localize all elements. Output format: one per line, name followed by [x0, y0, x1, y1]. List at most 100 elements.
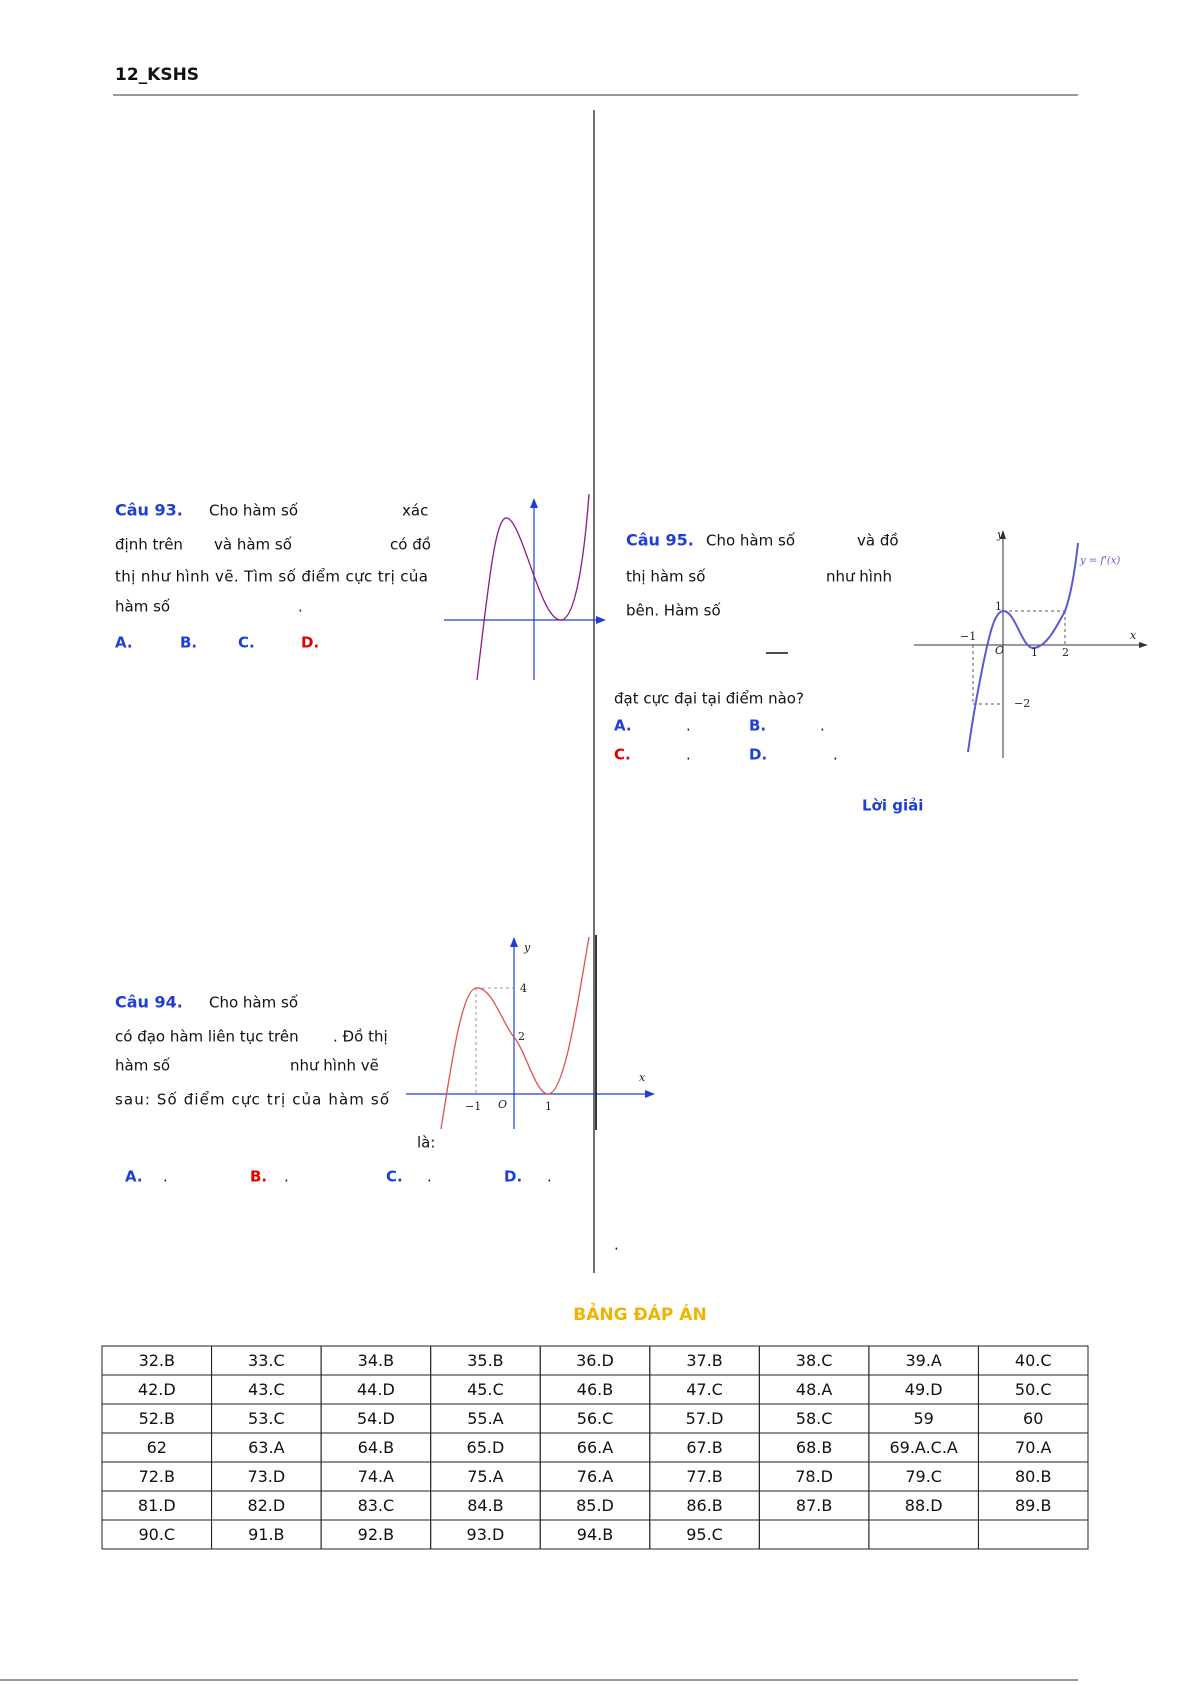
text: . [686, 746, 691, 764]
cell-text: 87.B [796, 1496, 832, 1515]
text: và hàm số [214, 536, 293, 554]
text: như hình [826, 568, 892, 586]
figure-label: 1 [995, 600, 1002, 613]
cell-text: 81.D [138, 1496, 176, 1515]
cell-text: 92.B [358, 1525, 394, 1544]
cell-text: 91.B [248, 1525, 284, 1544]
cell-text: 58.C [796, 1409, 833, 1428]
text: có đạo hàm liên tục trên [115, 1028, 299, 1046]
cell-text: 36.D [576, 1351, 614, 1370]
table-cell [977, 1519, 1089, 1550]
text: . [298, 598, 303, 616]
text: Cho hàm số [209, 502, 299, 520]
figure-label: −2 [1014, 697, 1030, 710]
axis-label: x [1130, 629, 1137, 642]
text: xác [402, 502, 428, 520]
question-label: Câu 93. [115, 501, 183, 520]
cell-text: 70.A [1015, 1438, 1051, 1457]
figure-label: −1 [465, 1100, 481, 1113]
table-cell [868, 1519, 979, 1550]
cell-text: 66.A [577, 1438, 613, 1457]
solution-heading: Lời giải [862, 797, 923, 815]
answers-title: BẢNG ĐÁP ÁN [573, 1302, 706, 1325]
cell-text: 76.A [577, 1467, 613, 1486]
cell-text: 55.A [467, 1409, 503, 1428]
cell-text: 73.D [247, 1467, 285, 1486]
cell-text: 60 [1023, 1409, 1043, 1428]
cell-text: 47.C [686, 1380, 723, 1399]
figure-label: 4 [520, 982, 527, 995]
option: D. [301, 634, 319, 652]
cell-text: 63.A [248, 1438, 284, 1457]
text: . [614, 1236, 619, 1254]
text: Cho hàm số [209, 994, 299, 1012]
text: như hình vẽ [290, 1057, 379, 1075]
text: bên. Hàm số [626, 602, 721, 620]
option: C. [238, 634, 255, 652]
option: D. [504, 1168, 522, 1186]
figure-label: 2 [1062, 646, 1069, 659]
cell-text: 77.B [686, 1467, 722, 1486]
cell-text: 64.B [358, 1438, 394, 1457]
axis-label: y [523, 941, 531, 954]
cell-text: 65.D [467, 1438, 505, 1457]
cell-text: 33.C [248, 1351, 285, 1370]
cell-text: 83.C [358, 1496, 395, 1515]
question-label: Câu 94. [115, 993, 183, 1012]
figure-95 [914, 530, 1148, 758]
option: A. [614, 717, 632, 735]
cell-text: 56.C [577, 1409, 614, 1428]
cell-text: 79.C [905, 1467, 942, 1486]
text: hàm số [115, 598, 171, 616]
text: . [820, 717, 825, 735]
text: . [833, 746, 838, 764]
cell-text: 48.A [796, 1380, 832, 1399]
text: là: [417, 1134, 435, 1152]
cell-text: 75.A [467, 1467, 503, 1486]
cell-text: 44.D [357, 1380, 395, 1399]
curve-label: y = f'(x) [1079, 556, 1120, 567]
text: . [284, 1168, 289, 1186]
text: Cho hàm số [706, 532, 796, 550]
question-label: Câu 95. [626, 531, 694, 550]
cell-text: 34.B [358, 1351, 394, 1370]
option: D. [749, 746, 767, 764]
cell-text: 67.B [686, 1438, 722, 1457]
text: hàm số [115, 1057, 171, 1075]
figure-94 [406, 935, 655, 1130]
cell-text: 82.D [247, 1496, 285, 1515]
text: thị hàm số [626, 568, 706, 586]
cell-text: 94.B [577, 1525, 613, 1544]
text: . [427, 1168, 432, 1186]
cell-text: 57.D [686, 1409, 724, 1428]
cell-text: 68.B [796, 1438, 832, 1457]
cell-text: 40.C [1015, 1351, 1052, 1370]
cell-text: 90.C [138, 1525, 175, 1544]
figure-label: O [995, 644, 1004, 657]
cell-text: 80.B [1015, 1467, 1051, 1486]
cell-text: 74.A [358, 1467, 394, 1486]
text: có đồ [390, 536, 431, 554]
figure-label: −1 [960, 630, 976, 643]
option: A. [125, 1168, 143, 1186]
cell-text: 95.C [686, 1525, 723, 1544]
option: B. [180, 634, 197, 652]
figure-label: 2 [518, 1030, 525, 1043]
text: sau: Số điểm cực trị của hàm số [115, 1091, 390, 1109]
cell-text: 37.B [686, 1351, 722, 1370]
cell-text: 85.D [576, 1496, 614, 1515]
cell-text: 88.D [905, 1496, 943, 1515]
option: C. [614, 746, 631, 764]
text: . [547, 1168, 552, 1186]
cell-text: 84.B [467, 1496, 503, 1515]
cell-text: 72.B [139, 1467, 175, 1486]
option: B. [250, 1168, 267, 1186]
cell-text: 69.A.C.A [889, 1438, 957, 1457]
option: C. [386, 1168, 403, 1186]
cell-text: 86.B [686, 1496, 722, 1515]
cell-text: 52.B [139, 1409, 175, 1428]
cell-text: 43.C [248, 1380, 285, 1399]
text: định trên [115, 536, 183, 554]
figure-label: O [498, 1098, 507, 1111]
